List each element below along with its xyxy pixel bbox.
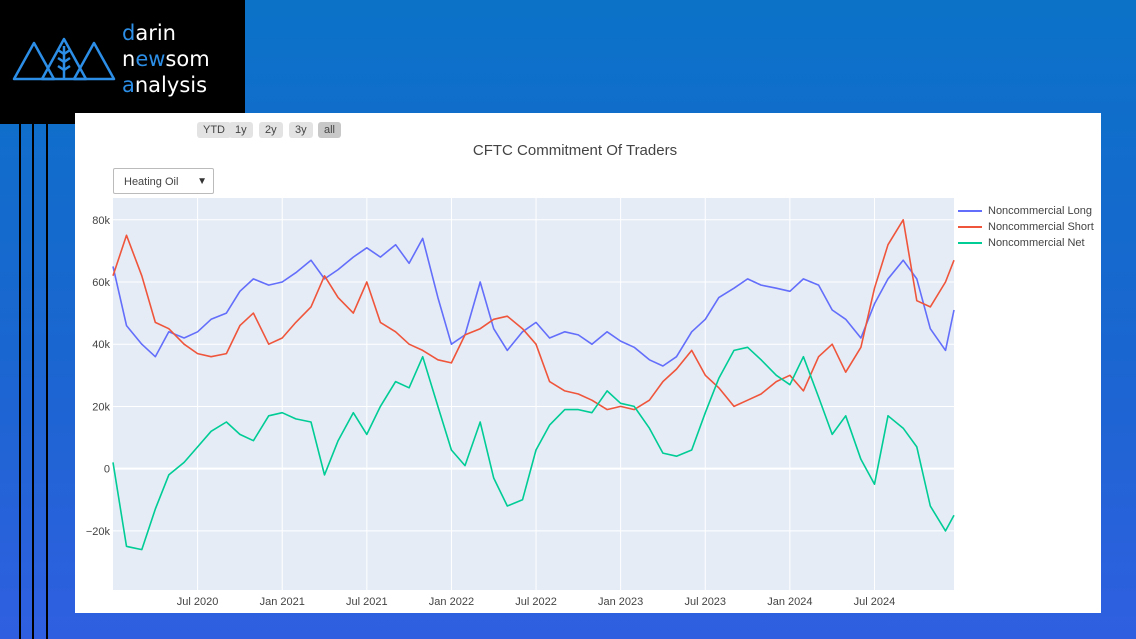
y-tick-label: 60k <box>92 277 110 289</box>
y-tick-label: −20k <box>86 526 111 538</box>
range-button-2y[interactable]: 2y <box>259 122 283 138</box>
legend-item-short[interactable]: Noncommercial Short <box>958 219 1094 235</box>
chart-title: CFTC Commitment Of Traders <box>472 142 678 159</box>
range-button-1y[interactable]: 1y <box>229 122 253 138</box>
decor-stripe <box>19 124 21 639</box>
y-tick-label: 80k <box>92 215 110 227</box>
x-tick-label: Jan 2024 <box>767 596 812 608</box>
chart-panel: YTD 1y 2y 3y all CFTC Commitment Of Trad… <box>75 113 1101 613</box>
legend-item-long[interactable]: Noncommercial Long <box>958 203 1092 219</box>
line-chart: 80k 60k 40k 20k 0 −20k Jul 2020 Jan 2021 Jul 20… <box>86 198 955 608</box>
range-button-all[interactable]: all <box>318 122 342 138</box>
x-tick-label: Jan 2023 <box>598 596 643 608</box>
mountain-logo-icon <box>12 37 116 81</box>
x-tick-label: Jul 2022 <box>515 596 557 608</box>
brand-logo-block: darin newsom analysis <box>0 0 245 124</box>
y-tick-label: 0 <box>104 464 110 476</box>
legend-swatch <box>958 226 982 229</box>
x-tick-label: Jul 2021 <box>346 596 388 608</box>
series-line-long <box>112 237 955 367</box>
x-tick-label: Jul 2024 <box>854 596 896 608</box>
x-tick-label: Jan 2022 <box>429 596 474 608</box>
range-button-3y[interactable]: 3y <box>289 122 313 138</box>
brand-wordmark: darin newsom analysis <box>122 21 210 97</box>
plot-area <box>113 198 954 590</box>
y-tick-label: 20k <box>92 401 110 413</box>
x-tick-label: Jul 2020 <box>177 596 219 608</box>
y-tick-label: 40k <box>92 339 110 351</box>
dropdown-selected-value: Heating Oil <box>124 176 179 188</box>
x-tick-label: Jul 2023 <box>684 596 726 608</box>
chevron-down-icon: ▼ <box>197 176 207 187</box>
decor-stripe <box>46 124 48 639</box>
legend-item-net[interactable]: Noncommercial Net <box>958 235 1085 251</box>
commodity-dropdown[interactable]: Heating Oil ▼ <box>113 168 214 194</box>
x-tick-label: Jan 2021 <box>260 596 305 608</box>
legend-swatch <box>958 210 982 213</box>
series-line-short <box>112 219 955 411</box>
range-button-ytd[interactable]: YTD <box>197 122 231 138</box>
series-line-net <box>112 346 955 551</box>
decor-stripe <box>32 124 34 639</box>
legend-swatch <box>958 242 982 245</box>
